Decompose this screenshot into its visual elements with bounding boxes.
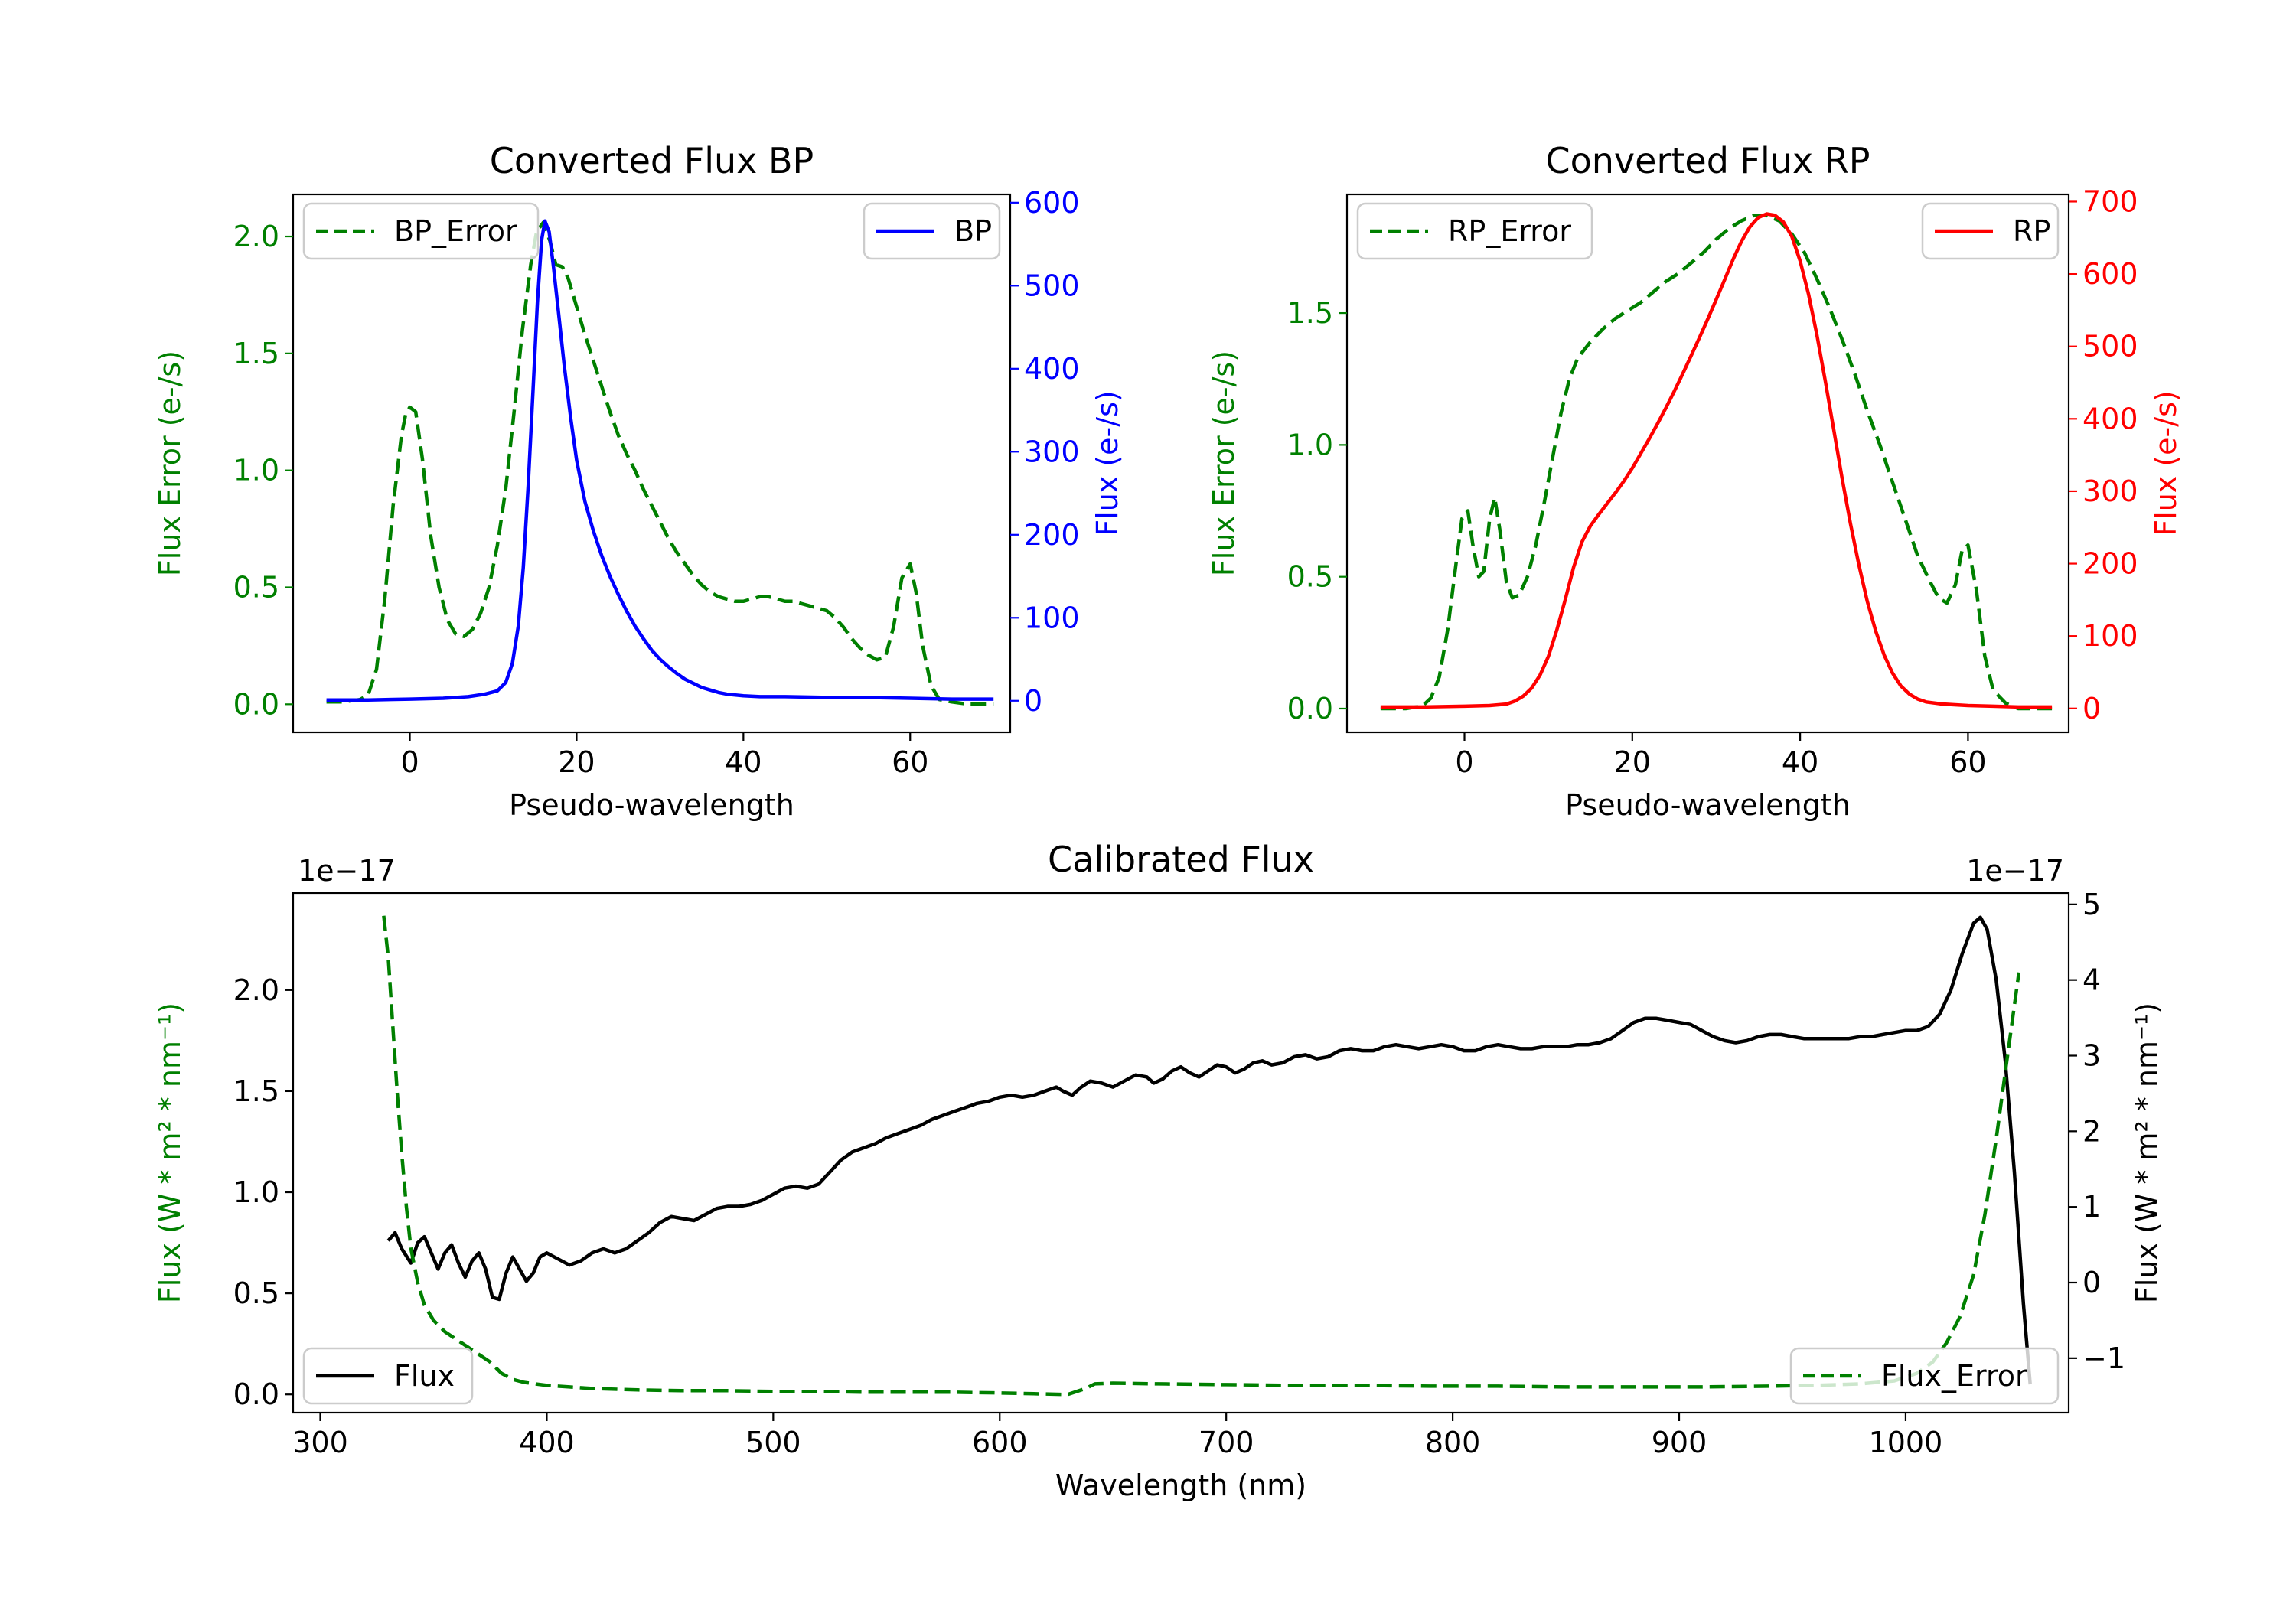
series-rp-error: [1380, 214, 2053, 711]
y-tick-label-right: 500: [1024, 269, 1080, 302]
y-tick-label-left: 1.5: [233, 1074, 279, 1108]
y-tick-label-left: 1.0: [233, 1175, 279, 1209]
legend-rp-error: RP_Error: [1356, 202, 1593, 260]
legend-label: BP: [954, 214, 992, 248]
plot-area-rp: [1380, 212, 2053, 711]
y-tick-label-right: 4: [2082, 963, 2101, 997]
y-axis-label-left: Flux Error (e-/s): [153, 350, 187, 576]
y-tick-label-left: 2.0: [233, 973, 279, 1007]
y-tick-label-right: 3: [2082, 1038, 2101, 1072]
y-axis-label-right: Flux (e-/s): [1091, 390, 1124, 536]
legend-flux: Flux: [302, 1347, 474, 1405]
plot-area-bp: [326, 219, 994, 706]
offset-text-left: 1e−17: [298, 854, 396, 888]
x-tick-label: 60: [892, 745, 928, 779]
y-axis-label-right: Flux (e-/s): [2149, 390, 2183, 536]
x-tick-label: 400: [519, 1426, 575, 1459]
series-bp: [326, 219, 994, 702]
y-tick-label-left: 0.0: [233, 1377, 279, 1411]
series-bp-error: [326, 220, 994, 706]
y-axis-label-right: Flux (W * m² * nm⁻¹): [2130, 1002, 2164, 1303]
offset-text-right: 1e−17: [1966, 854, 2064, 888]
x-tick-label: 20: [558, 745, 595, 779]
y-tick-label-left: 0.5: [1287, 560, 1333, 594]
y-tick-label-right: 1: [2082, 1190, 2101, 1224]
x-tick-label: 700: [1199, 1426, 1254, 1459]
legend-frame: [302, 202, 540, 260]
y-tick-label-left: 0.5: [233, 1276, 279, 1310]
series-flux: [386, 915, 2032, 1385]
chart-title: Converted Flux BP: [490, 140, 814, 181]
chart-bp: 0 20 40 60 0.0 0.5 1.0 1.5 2.0 0 100 200 300 400 500 60…: [153, 140, 1124, 822]
legend-label: RP_Error: [1448, 214, 1571, 248]
x-axis-label: Wavelength (nm): [1055, 1468, 1306, 1502]
y-tick-label-left: 1.0: [233, 454, 279, 487]
x-tick-label: 40: [1782, 745, 1818, 779]
y-axis-label-left: Flux (W * m² * nm⁻¹): [153, 1002, 187, 1303]
x-axis-label: Pseudo-wavelength: [1565, 788, 1851, 822]
x-tick-label: 20: [1614, 745, 1651, 779]
y-tick-label-left: 1.5: [233, 337, 279, 370]
legend-label: BP_Error: [394, 214, 517, 248]
y-tick-label-right: 200: [1024, 518, 1080, 552]
legend-label: RP: [2013, 214, 2050, 248]
axes-spines: [1345, 193, 2070, 734]
y-tick-label-left: 0.5: [233, 570, 279, 604]
y-tick-label-right: 400: [2082, 402, 2138, 435]
y-tick-label-right: 0: [1024, 684, 1042, 718]
legend-flux-error: Flux_Error: [1789, 1347, 2060, 1405]
y-tick-label-right: −1: [2082, 1341, 2125, 1375]
y-tick-label-right: 2: [2082, 1114, 2101, 1148]
y-tick-label-right: 100: [2082, 619, 2138, 653]
legend-label: Flux: [394, 1359, 455, 1393]
y-tick-label-left: 2.0: [233, 220, 279, 253]
x-axis-label: Pseudo-wavelength: [509, 788, 794, 822]
plot-area-cal: [382, 915, 2032, 1397]
chart-cal: 300 400 500 600 700 800 900 1000 0.0 0.5 1.0 1.5 2.0…: [153, 839, 2164, 1502]
y-tick-label-right: 0: [2082, 1266, 2101, 1299]
y-tick-label-right: 200: [2082, 547, 2138, 581]
x-tick-label: 60: [1949, 745, 1986, 779]
legend-frame: [1789, 1347, 2060, 1405]
y-tick-label-left: 0.0: [1287, 692, 1333, 725]
y-tick-label-right: 600: [2082, 257, 2138, 291]
chart-rp: 0 20 40 60 0.0 0.5 1.0 1.5 0 100 200 300 400 500 600 70…: [1207, 140, 2183, 822]
x-tick-label: 500: [745, 1426, 801, 1459]
legend-label: Flux_Error: [1881, 1359, 2027, 1393]
legend-frame: [302, 1347, 474, 1405]
series-rp: [1380, 212, 2053, 709]
x-tick-label: 1000: [1869, 1426, 1943, 1459]
legend-bp: BP: [863, 202, 1001, 260]
x-tick-label: 300: [292, 1426, 348, 1459]
axes-spines: [292, 193, 1012, 734]
x-tick-label: 0: [400, 745, 419, 779]
y-tick-label-right: 400: [1024, 352, 1080, 386]
x-tick-label: 40: [725, 745, 762, 779]
chart-title: Calibrated Flux: [1048, 839, 1314, 880]
x-tick-label: 800: [1425, 1426, 1481, 1459]
legend-frame: [1356, 202, 1593, 260]
y-tick-label-left: 0.0: [233, 687, 279, 721]
legend-rp: RP: [1921, 202, 2060, 260]
x-tick-label: 900: [1652, 1426, 1707, 1459]
y-tick-label-right: 300: [1024, 435, 1080, 468]
y-tick-label-right: 700: [2082, 184, 2138, 218]
x-tick-label: 600: [972, 1426, 1028, 1459]
y-tick-label-right: 5: [2082, 888, 2101, 921]
axes-spines: [292, 892, 2070, 1414]
y-tick-label-left: 1.0: [1287, 428, 1333, 461]
y-tick-label-right: 500: [2082, 330, 2138, 363]
x-tick-label: 0: [1455, 745, 1473, 779]
y-axis-label-left: Flux Error (e-/s): [1207, 350, 1241, 576]
y-tick-label-right: 600: [1024, 186, 1080, 220]
y-tick-label-left: 1.5: [1287, 296, 1333, 330]
y-tick-label-right: 0: [2082, 692, 2101, 725]
y-tick-label-right: 100: [1024, 601, 1080, 634]
chart-title: Converted Flux RP: [1546, 140, 1870, 181]
y-tick-label-right: 300: [2082, 474, 2138, 508]
legend-bp-error: BP_Error: [302, 202, 540, 260]
